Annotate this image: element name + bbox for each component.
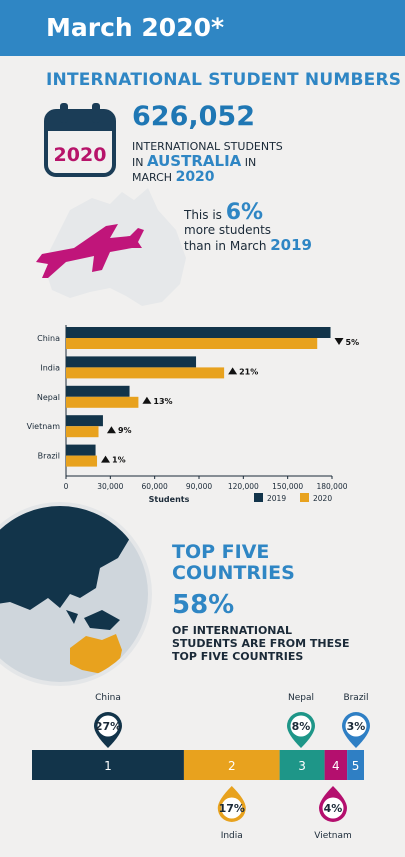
total-students-number: 626,052 (132, 101, 255, 132)
up-triangle-icon (106, 426, 116, 434)
growth-data-label: 5% (346, 338, 360, 347)
share-segment (32, 750, 184, 780)
share-segment (183, 750, 280, 780)
y-tick-label: China (37, 334, 60, 343)
segment-rank-label: 2 (228, 759, 236, 773)
globe-illustration (0, 502, 152, 686)
legend-label-2019: 2019 (267, 494, 286, 503)
calendar-year: 2020 (54, 144, 107, 166)
growth-data-label: 21% (239, 367, 258, 376)
pin-center (221, 797, 243, 819)
growth-data-label: 1% (112, 456, 126, 465)
section-title: INTERNATIONAL STUDENT NUMBERS (46, 70, 402, 90)
share-segment (347, 750, 364, 780)
bar-2020 (66, 455, 98, 467)
pin-center (290, 715, 312, 737)
pin-pct-label: 27% (95, 720, 121, 733)
share-segment (324, 750, 348, 780)
pin-pct-label: 4% (324, 802, 343, 815)
down-triangle-icon (334, 338, 344, 345)
pin-center (322, 797, 344, 819)
student-bar-chart: China 5% India 21% Nepal 13% Vietnam 9% Brazil 1%… (27, 325, 360, 504)
asia-landmass (0, 506, 130, 610)
pin-pct-label: 8% (292, 720, 311, 733)
x-tick-label: 30,000 (97, 482, 123, 491)
bar-2019 (66, 444, 96, 456)
x-tick-label: 180,000 (316, 482, 347, 491)
y-tick-label: India (40, 363, 60, 372)
y-tick-label: Nepal (37, 393, 60, 402)
legend-swatch-2019 (254, 493, 263, 502)
header-bar (0, 0, 405, 56)
top-five-percent: 58% (172, 590, 235, 620)
desc-line3: MARCH 2020 (132, 169, 215, 185)
bar-2019 (66, 415, 103, 427)
pin-pct-label: 3% (347, 720, 366, 733)
australia-highlight (70, 634, 122, 674)
pin-country-label: Vietnam (314, 831, 352, 841)
top-five-title: TOP FIVE COUNTRIES (172, 541, 295, 584)
up-triangle-icon (101, 455, 111, 463)
bar-2020 (66, 338, 318, 349)
growth-data-label: 13% (153, 397, 172, 406)
bar-2019 (66, 356, 197, 368)
pin-center (97, 715, 119, 737)
australia-plane-illustration (36, 188, 186, 306)
share-segment (279, 750, 325, 780)
x-tick-label: 60,000 (142, 482, 168, 491)
segment-rank-label: 5 (352, 759, 360, 773)
legend-label-2020: 2020 (313, 494, 332, 503)
country-name: AUSTRALIA (146, 152, 242, 170)
pin-pct-label: 17% (219, 802, 245, 815)
desc-line2: IN AUSTRALIA IN (132, 152, 257, 170)
x-axis-title: Students (149, 495, 190, 504)
segment-rank-label: 1 (104, 759, 112, 773)
growth-data-label: 9% (118, 426, 132, 435)
x-tick-label: 120,000 (228, 482, 259, 491)
airplane-icon (36, 224, 144, 278)
pin-country-label: India (221, 831, 243, 841)
desc-line1: INTERNATIONAL STUDENTS (132, 140, 283, 153)
up-triangle-icon (142, 396, 152, 404)
page-title: March 2020* (46, 13, 225, 42)
calendar-icon: 2020 (44, 103, 116, 177)
x-tick-label: 90,000 (186, 482, 212, 491)
pin-center (345, 715, 367, 737)
up-triangle-icon (228, 367, 238, 375)
y-tick-label: Brazil (38, 452, 60, 461)
pin-country-label: Nepal (288, 693, 314, 703)
bar-2019 (66, 327, 331, 338)
x-tick-label: 150,000 (272, 482, 303, 491)
share-bar-chart: 1 China 27% 2 17% India 3 Nepal 8% 4 4% Vietnam 5 Bra… (32, 693, 370, 841)
pin-country-label: Brazil (343, 693, 368, 703)
pin-country-label: China (95, 693, 121, 703)
growth-text: This is 6% more students than in March 2… (184, 200, 312, 254)
bar-2020 (66, 367, 225, 379)
growth-percent: 6% (225, 200, 264, 225)
bar-2020 (66, 396, 139, 408)
y-tick-label: Vietnam (27, 422, 61, 431)
total-description: INTERNATIONAL STUDENTS IN AUSTRALIA IN M… (132, 139, 283, 185)
legend-swatch-2020 (300, 493, 309, 502)
top-five-description: OF INTERNATIONAL STUDENTS ARE FROM THESE… (172, 624, 350, 663)
bar-2020 (66, 426, 99, 438)
segment-rank-label: 4 (332, 759, 340, 773)
bar-2019 (66, 385, 130, 397)
x-tick-label: 0 (64, 482, 69, 491)
segment-rank-label: 3 (298, 759, 306, 773)
